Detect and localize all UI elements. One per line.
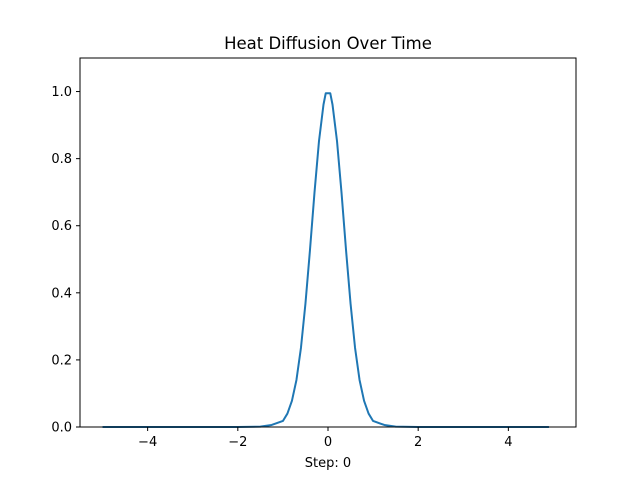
x-tick-label: −2 [228,435,247,450]
series-line-0 [102,92,549,428]
x-tick-label: 0 [324,435,332,450]
y-tick-label: 0.6 [51,219,72,234]
y-tick-label: 0.8 [51,152,72,167]
y-tick-label: 1.0 [51,85,72,100]
x-tick-label: 4 [504,435,512,450]
y-tick-label: 0.2 [51,353,72,368]
chart-title: Heat Diffusion Over Time [224,34,432,53]
axes-frame [79,57,577,428]
y-tick-label: 0.4 [51,286,72,301]
x-axis-label: Step: 0 [305,456,351,471]
y-tick-label: 0.0 [51,421,72,436]
x-tick-label: 2 [414,435,422,450]
x-tick-label: −4 [138,435,157,450]
plot-area: −4 −2 0 2 4 0.0 0.2 0.4 0.6 0.8 1.0 [51,57,577,450]
